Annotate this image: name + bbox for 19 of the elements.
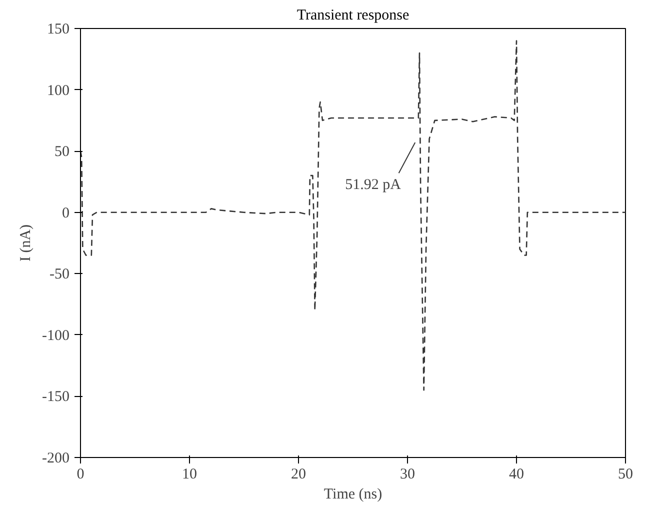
x-tick-label: 20 bbox=[291, 466, 306, 482]
x-tick-label: 0 bbox=[76, 466, 84, 482]
x-axis-title: Time (ns) bbox=[324, 486, 382, 502]
line-series bbox=[80, 40, 626, 391]
y-tick-label: 100 bbox=[47, 82, 70, 99]
y-tick-label: 150 bbox=[47, 22, 70, 38]
y-tick-label: -200 bbox=[42, 450, 70, 466]
y-tick-label: -50 bbox=[50, 266, 70, 283]
y-tick-label: 50 bbox=[54, 144, 70, 160]
y-axis-title: I (nA) bbox=[18, 224, 34, 262]
x-tick-label: 50 bbox=[618, 466, 633, 482]
y-tick-label: 0 bbox=[62, 205, 70, 222]
x-tick-label: 10 bbox=[182, 466, 197, 482]
y-tick-label: -150 bbox=[42, 389, 70, 406]
annotation: 51.92 pA bbox=[345, 176, 402, 193]
x-tick-label: 30 bbox=[400, 466, 415, 482]
x-tick-label: 40 bbox=[509, 466, 524, 482]
chart-title: Transient response bbox=[296, 8, 410, 24]
y-tick-label: -100 bbox=[42, 328, 70, 344]
